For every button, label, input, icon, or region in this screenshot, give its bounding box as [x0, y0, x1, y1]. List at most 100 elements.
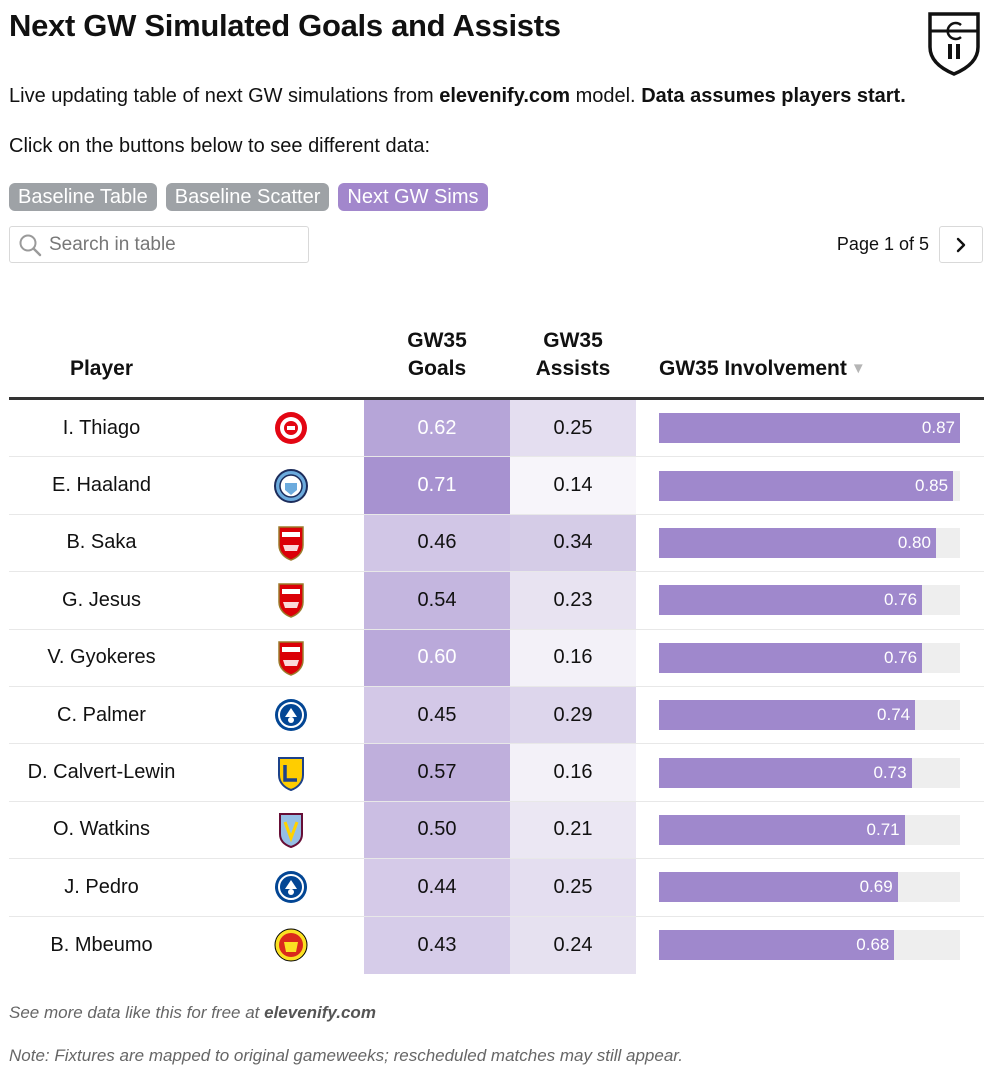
col-header-involvement[interactable]: GW35 Involvement ▼	[659, 355, 866, 383]
chelsea-badge-icon	[271, 867, 311, 907]
involvement-value: 0.76	[883, 647, 918, 667]
subtitle-site-link[interactable]: elevenify.com	[439, 85, 571, 107]
involvement-bar: 0.85	[659, 470, 954, 501]
player-name: G. Jesus	[62, 588, 141, 611]
involvement-bar: 0.69	[659, 872, 898, 903]
table-row: J. Pedro 0.44 0.25 0.69	[9, 859, 984, 917]
col-header-player[interactable]: Player	[69, 357, 134, 380]
search-icon	[19, 234, 42, 256]
assists-value: 0.25	[510, 859, 636, 916]
table-row: I. Thiago 0.62 0.25 0.87	[9, 400, 984, 458]
involvement-value: 0.68	[856, 935, 890, 955]
footer-site-link[interactable]: elevenify.com	[264, 1003, 376, 1022]
col-header-goals[interactable]: GW35 Goals	[364, 327, 510, 383]
assists-value: 0.14	[510, 457, 636, 514]
goals-value: 0.43	[364, 916, 510, 974]
page-title: Next GW Simulated Goals and Assists	[9, 8, 561, 43]
involvement-bar-track: 0.71	[659, 814, 960, 845]
involvement-bar: 0.87	[659, 413, 960, 444]
involvement-value: 0.73	[873, 762, 907, 782]
goals-value: 0.57	[364, 744, 510, 801]
involvement-bar-track: 0.74	[659, 700, 960, 731]
sort-desc-icon: ▼	[850, 360, 866, 377]
goals-value: 0.50	[364, 801, 510, 859]
page-subtitle: Live updating table of next GW simulatio…	[9, 85, 906, 108]
table-row: B. Saka 0.46 0.34 0.80	[9, 514, 984, 573]
baseline-scatter-button[interactable]: Baseline Scatter	[165, 183, 330, 211]
assists-value: 0.21	[510, 801, 636, 859]
col-header-assists[interactable]: GW35 Assists	[510, 327, 636, 383]
goals-value: 0.71	[364, 457, 510, 514]
pagination: Page 1 of 5	[837, 226, 983, 263]
involvement-bar: 0.73	[659, 757, 912, 788]
view-toggle-group: Baseline Table Baseline Scatter Next GW …	[9, 183, 488, 211]
goals-value: 0.54	[364, 572, 510, 629]
table-row: V. Gyokeres 0.60 0.16 0.76	[9, 629, 984, 687]
involvement-value: 0.76	[883, 590, 918, 610]
involvement-bar: 0.76	[659, 642, 923, 673]
involvement-value: 0.85	[914, 475, 949, 495]
sims-table: Player GW35 Goals GW35 Assists GW35 Invo…	[9, 310, 984, 974]
next-gw-sims-button[interactable]: Next GW Sims	[338, 183, 488, 211]
involvement-bar-track: 0.80	[659, 527, 960, 558]
player-name: B. Saka	[66, 531, 137, 554]
goals-value: 0.46	[364, 514, 510, 572]
leeds-badge-icon	[271, 753, 311, 793]
assists-value: 0.34	[510, 514, 636, 572]
player-name: J. Pedro	[64, 875, 139, 898]
search-box	[9, 226, 309, 263]
astonvilla-badge-icon	[271, 810, 311, 850]
involvement-bar-track: 0.76	[659, 642, 960, 673]
goals-value: 0.60	[364, 629, 510, 686]
instruction-text: Click on the buttons below to see differ…	[9, 135, 431, 157]
baseline-table-button[interactable]: Baseline Table	[9, 183, 157, 211]
involvement-bar-track: 0.76	[659, 585, 960, 616]
manutd-badge-icon	[271, 925, 311, 965]
player-name: C. Palmer	[57, 703, 146, 726]
involvement-bar-track: 0.68	[659, 930, 960, 961]
search-input[interactable]	[49, 233, 289, 256]
next-page-button[interactable]	[939, 226, 983, 263]
subtitle-text: Live updating table of next GW simulatio…	[9, 85, 440, 107]
assists-value: 0.16	[510, 629, 636, 686]
assists-value: 0.16	[510, 744, 636, 801]
subtitle-note: Data assumes players start.	[641, 85, 906, 107]
table-row: G. Jesus 0.54 0.23 0.76	[9, 572, 984, 630]
col-header-goals-line1: GW35	[407, 329, 467, 352]
arsenal-badge-icon	[271, 580, 311, 620]
involvement-bar-track: 0.69	[659, 872, 960, 903]
involvement-bar: 0.74	[659, 700, 916, 731]
involvement-bar-track: 0.87	[659, 413, 960, 444]
arsenal-badge-icon	[271, 638, 311, 678]
col-header-goals-line2: Goals	[407, 357, 467, 380]
player-name: E. Haaland	[52, 474, 151, 497]
subtitle-mid: model.	[570, 85, 642, 107]
involvement-value: 0.80	[897, 532, 931, 552]
player-name: V. Gyokeres	[47, 646, 156, 669]
involvement-value: 0.71	[866, 819, 900, 839]
involvement-bar: 0.76	[659, 585, 923, 616]
elevenify-shield-logo-icon	[928, 12, 980, 76]
footer-note: Note: Fixtures are mapped to original ga…	[9, 1046, 684, 1065]
player-name: I. Thiago	[62, 416, 141, 439]
table-body: I. Thiago 0.62 0.25 0.87 E. Haaland 0.71 0.14 0…	[9, 400, 984, 974]
col-header-assists-line2: Assists	[535, 357, 611, 380]
arsenal-badge-icon	[271, 523, 311, 563]
player-name: B. Mbeumo	[50, 933, 153, 956]
involvement-bar-track: 0.73	[659, 757, 960, 788]
col-header-assists-line1: GW35	[543, 329, 603, 352]
footer-promo: See more data like this for free at elev…	[9, 1003, 376, 1023]
player-name: D. Calvert-Lewin	[27, 761, 176, 784]
goals-value: 0.45	[364, 686, 510, 744]
goals-value: 0.44	[364, 859, 510, 916]
table-row: C. Palmer 0.45 0.29 0.74	[9, 686, 984, 745]
player-name: O. Watkins	[52, 818, 151, 841]
col-header-involvement-label: GW35 Involvement	[659, 357, 847, 380]
involvement-value: 0.74	[877, 705, 911, 725]
table-header: Player GW35 Goals GW35 Assists GW35 Invo…	[9, 310, 984, 400]
table-row: D. Calvert-Lewin 0.57 0.16 0.73	[9, 744, 984, 802]
assists-value: 0.29	[510, 686, 636, 744]
assists-value: 0.24	[510, 916, 636, 974]
involvement-bar-track: 0.85	[659, 470, 960, 501]
table-row: O. Watkins 0.50 0.21 0.71	[9, 801, 984, 860]
